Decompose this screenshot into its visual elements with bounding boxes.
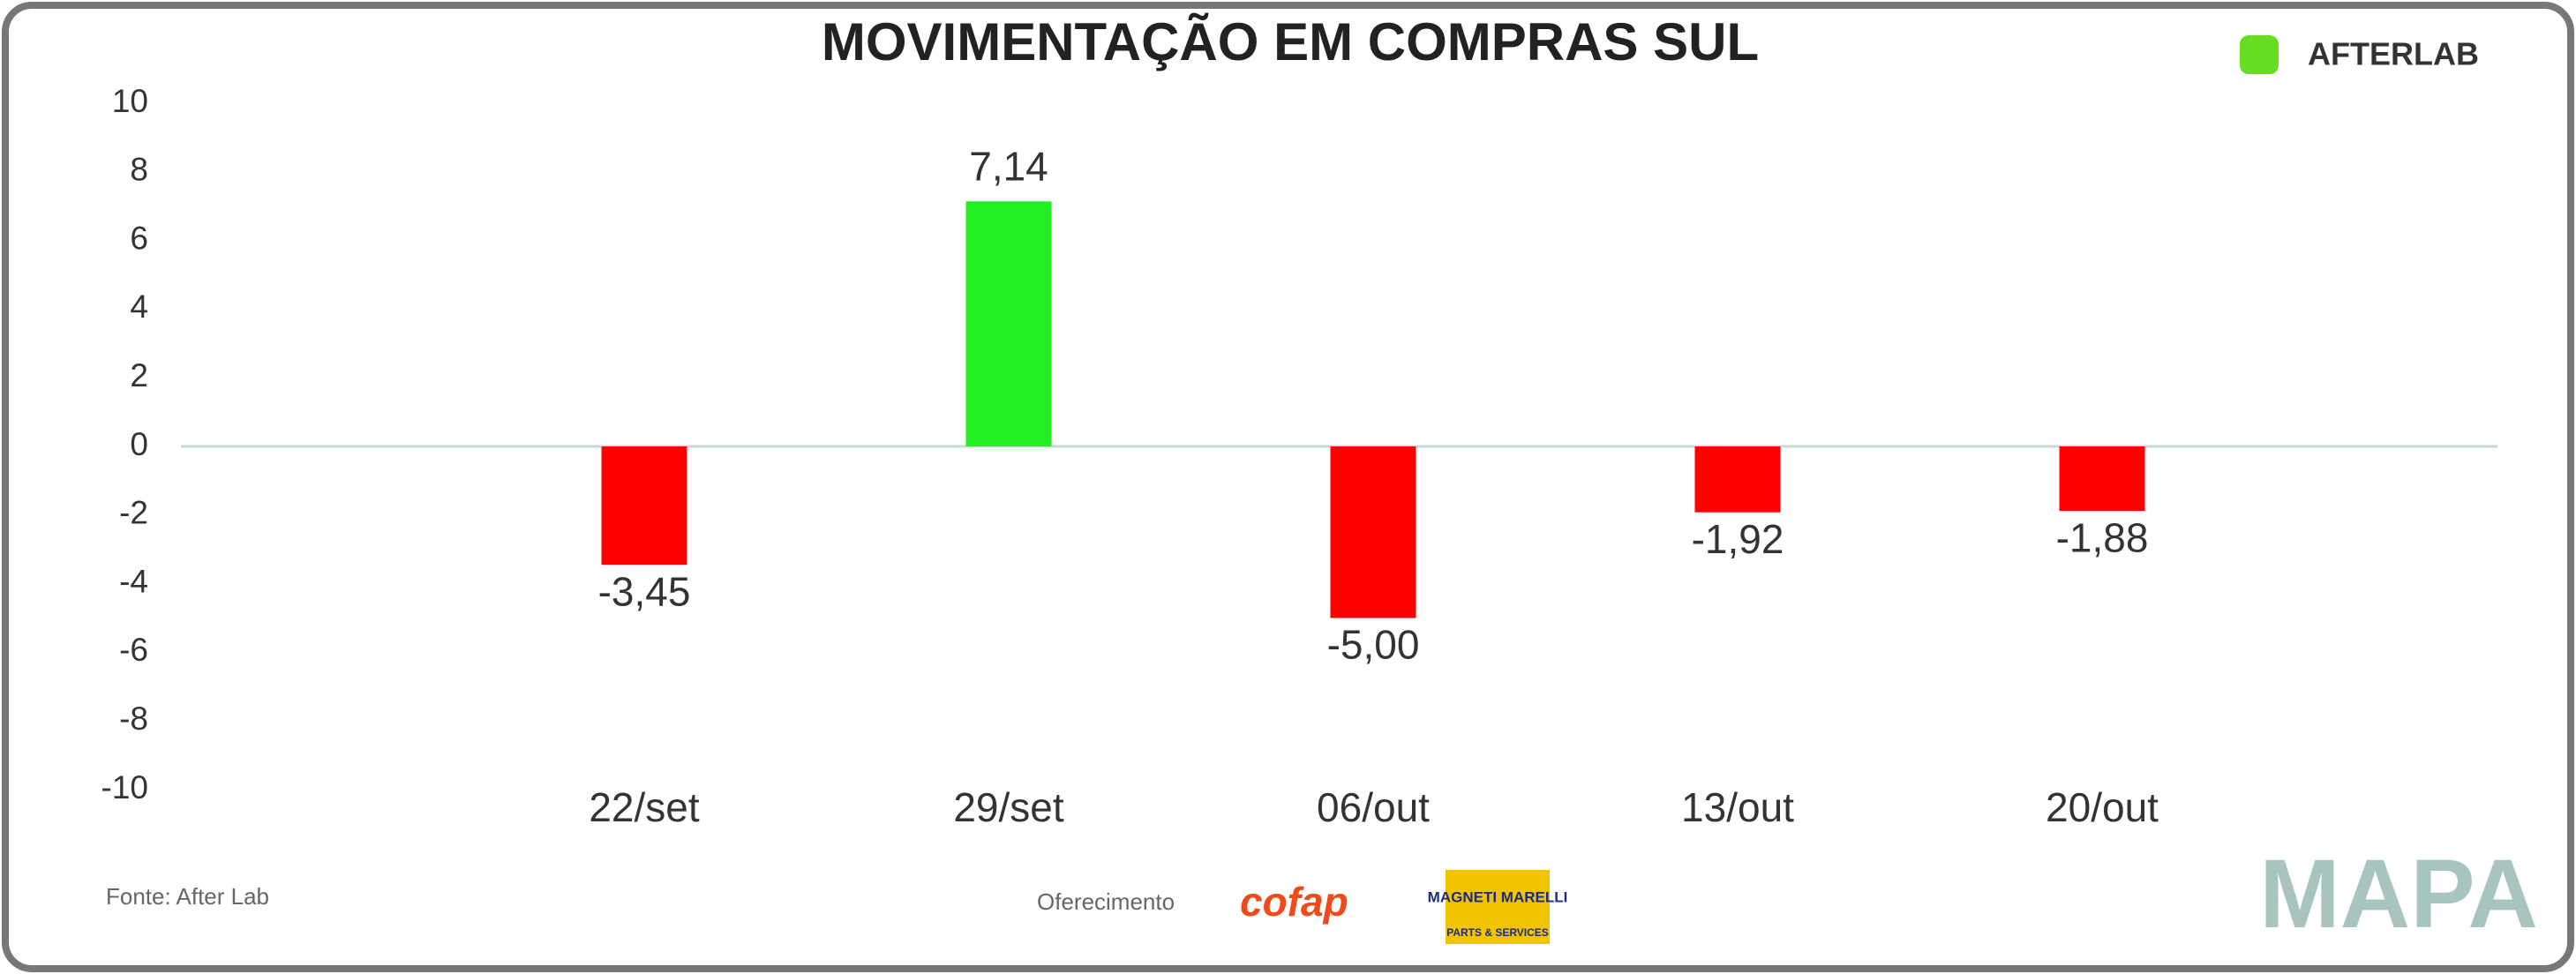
x-tick-label: 29/set xyxy=(953,784,1064,830)
sponsor-mm: MAGNETI MARELLI xyxy=(1428,888,1568,905)
sponsor-mm-sub: PARTS & SERVICES xyxy=(1446,926,1549,939)
y-tick-label: -6 xyxy=(119,632,148,668)
bar xyxy=(1694,446,1781,513)
y-tick-label: 6 xyxy=(130,220,148,256)
brand-logo xyxy=(2240,35,2279,74)
mapa-logo: MAPA xyxy=(2259,840,2538,948)
bar xyxy=(2059,446,2145,512)
x-tick-label: 22/set xyxy=(589,784,700,830)
value-label: -5,00 xyxy=(1327,622,1420,668)
y-tick-label: 0 xyxy=(130,426,148,462)
brand: AFTERLAB xyxy=(2308,36,2479,72)
bar xyxy=(965,201,1052,446)
sponsor-cofap: cofap xyxy=(1240,879,1348,925)
y-tick-label: 8 xyxy=(130,152,148,188)
chart-title: MOVIMENTAÇÃO EM COMPRAS SUL xyxy=(822,12,1759,71)
x-tick-label: 06/out xyxy=(1317,784,1430,830)
y-tick-label: 2 xyxy=(130,357,148,393)
y-tick-label: 4 xyxy=(130,288,148,325)
y-tick-label: -10 xyxy=(101,769,148,805)
source: Fonte: After Lab xyxy=(106,883,269,910)
y-tick-label: -4 xyxy=(119,563,148,599)
x-tick-label: 13/out xyxy=(1681,784,1794,830)
value-label: 7,14 xyxy=(969,143,1048,189)
bar xyxy=(1330,446,1416,618)
value-label: -1,88 xyxy=(2056,514,2149,560)
sponsor-label: Oferecimento xyxy=(1037,888,1175,915)
sponsor-box xyxy=(1446,870,1550,944)
x-tick-label: 20/out xyxy=(2046,784,2159,830)
y-tick-label: -8 xyxy=(119,701,148,737)
y-tick-label: 10 xyxy=(112,83,148,119)
bar xyxy=(601,446,687,566)
value-label: -3,45 xyxy=(598,568,691,614)
y-tick-label: -2 xyxy=(119,495,148,531)
value-label: -1,92 xyxy=(1692,516,1784,562)
